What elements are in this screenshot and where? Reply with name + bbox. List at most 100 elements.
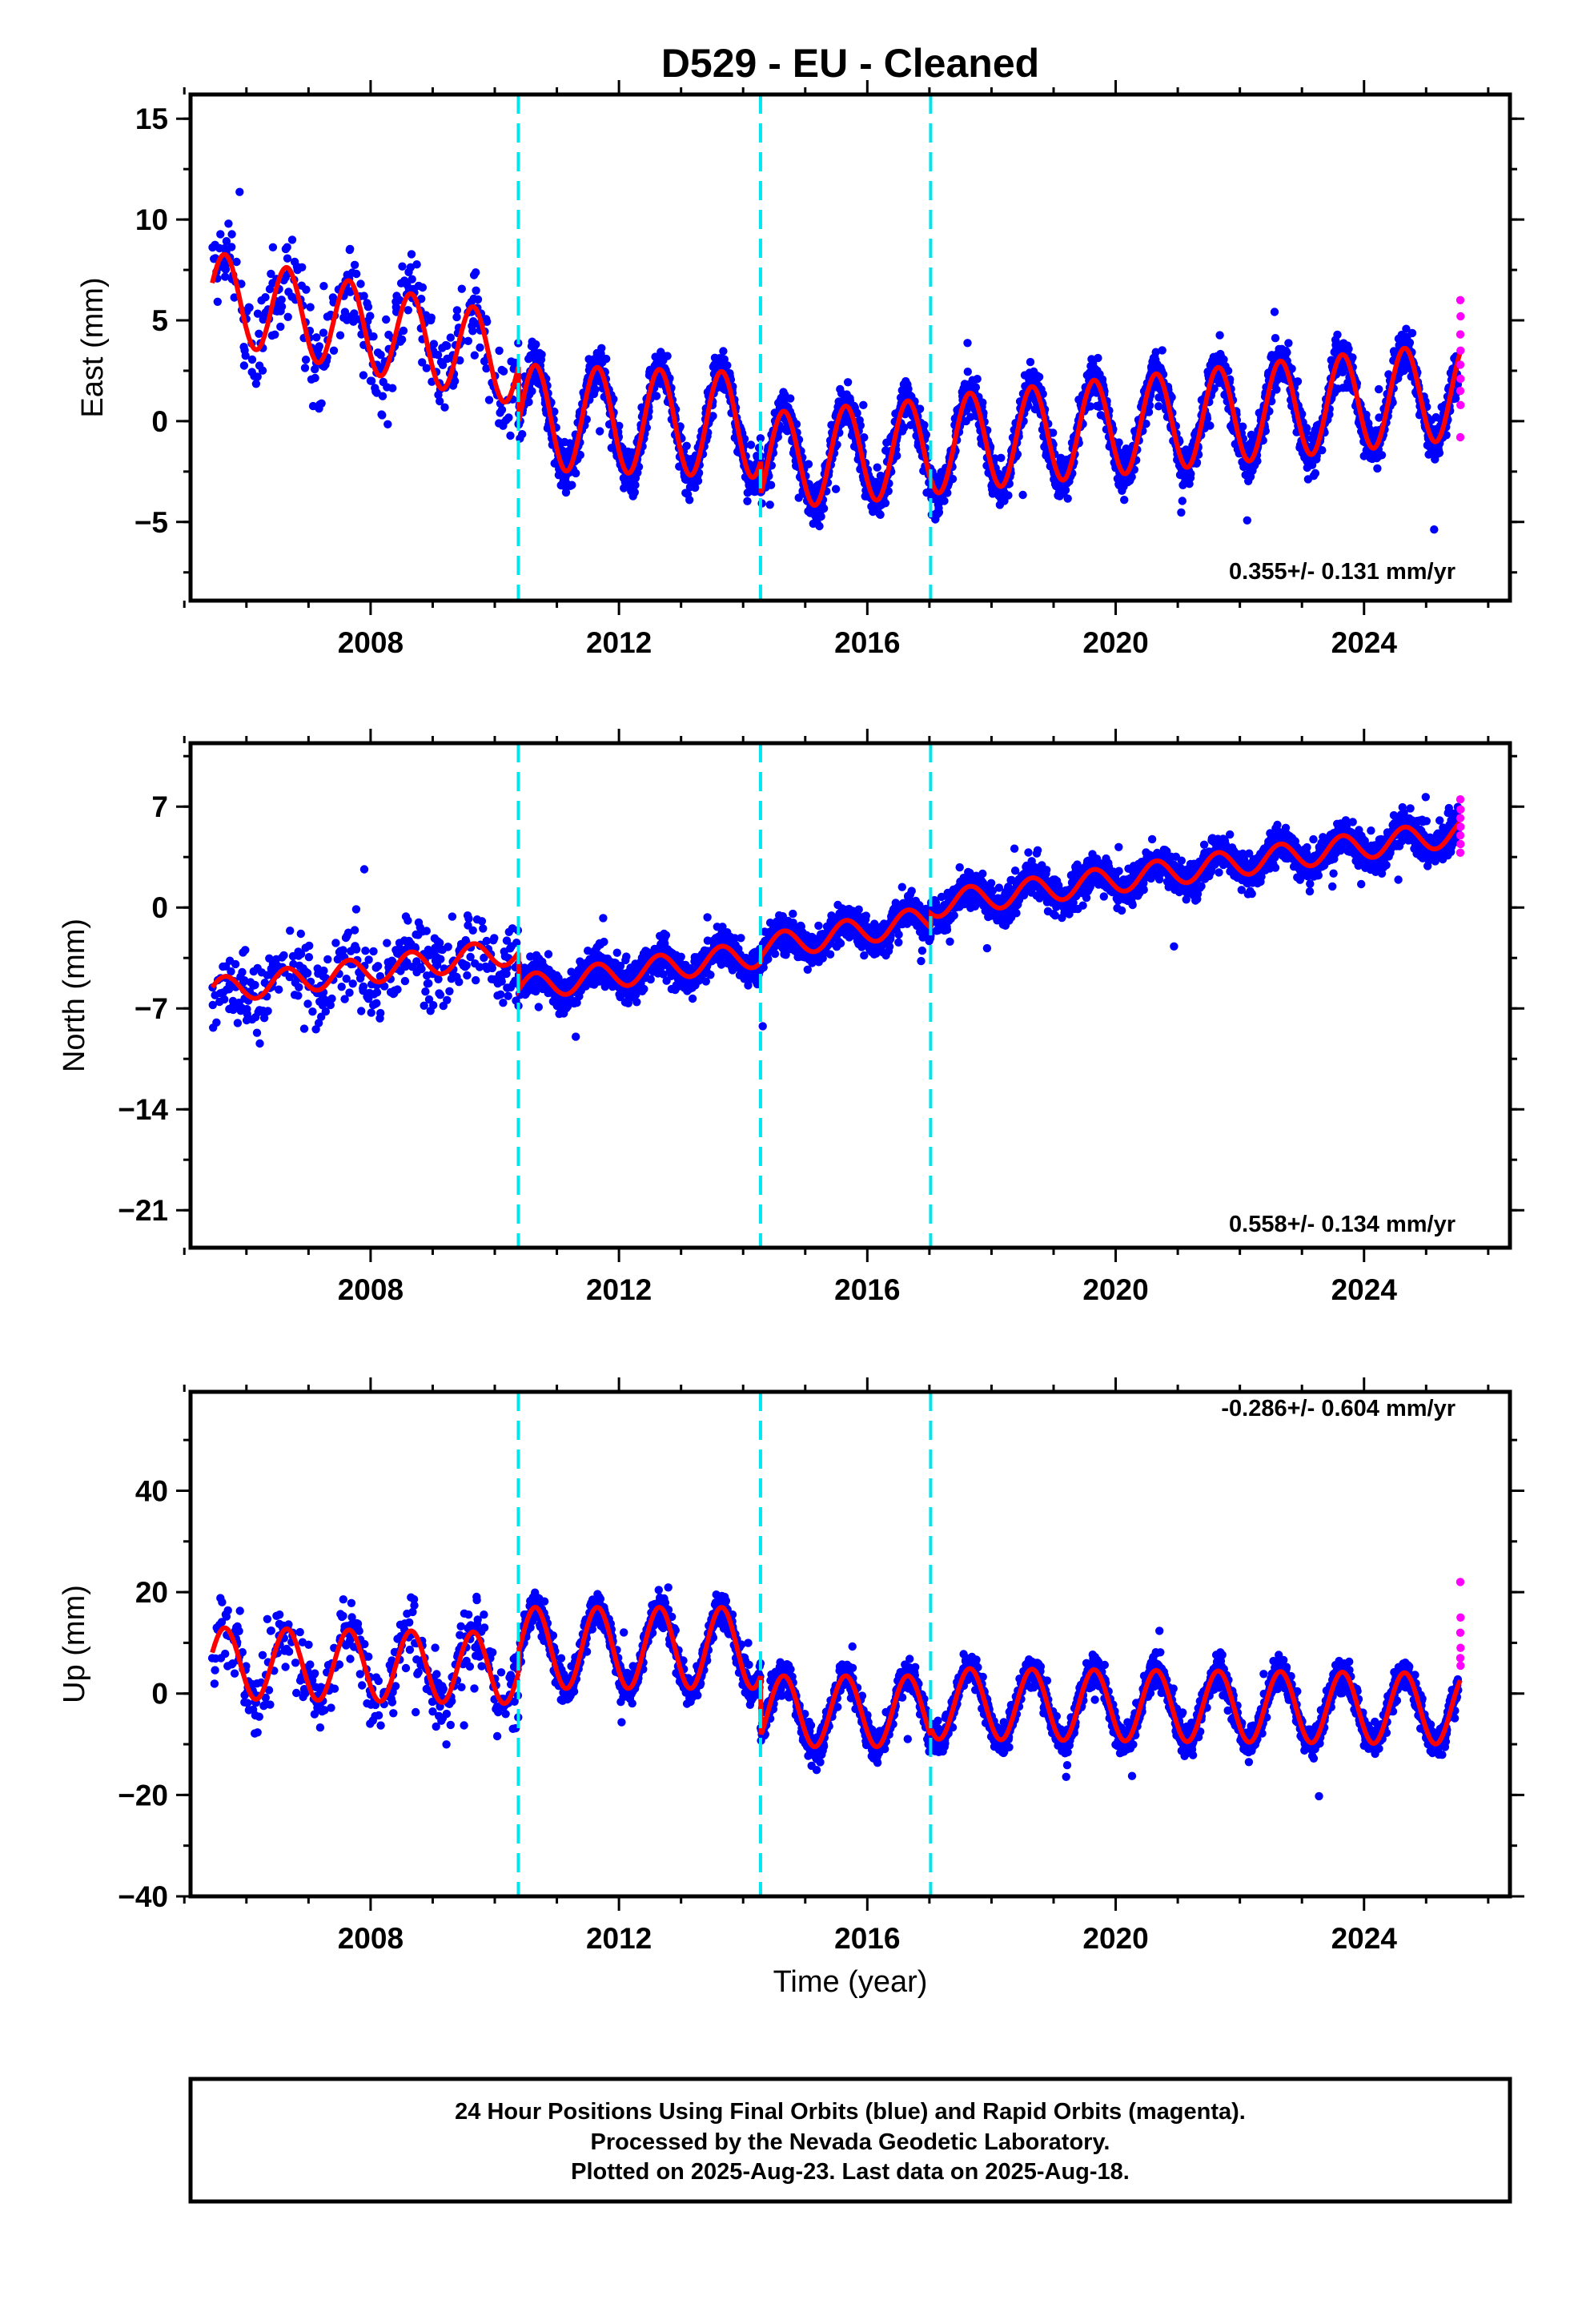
data-point (1034, 372, 1044, 381)
east-rate-label: 0.355+/- 0.131 mm/yr (1229, 559, 1456, 585)
data-point (372, 999, 381, 1007)
data-point (490, 934, 499, 943)
east-rapid-point (1456, 346, 1465, 355)
data-point (831, 485, 841, 493)
data-point (393, 985, 402, 994)
data-point (544, 950, 553, 959)
data-point (1061, 485, 1070, 495)
data-point (222, 237, 231, 246)
data-point (372, 988, 382, 997)
x-tick-label: 2024 (1331, 626, 1398, 659)
data-point (319, 966, 328, 975)
data-point (231, 959, 240, 969)
data-point (277, 296, 286, 304)
data-point (233, 1019, 243, 1027)
data-point (255, 1039, 264, 1048)
data-point (376, 1008, 385, 1018)
data-point (572, 468, 580, 478)
data-point (286, 927, 295, 935)
data-point (1270, 308, 1279, 316)
data-point (331, 939, 340, 947)
data-point (429, 1001, 438, 1010)
data-point (756, 434, 765, 443)
data-point (462, 961, 471, 970)
data-point (455, 978, 464, 987)
data-point (359, 371, 368, 380)
data-point (1253, 456, 1262, 465)
data-point (317, 399, 326, 408)
data-point (311, 364, 319, 374)
data-point (440, 403, 449, 412)
data-point (283, 254, 292, 263)
data-point (450, 376, 460, 386)
data-point (255, 329, 263, 338)
data-point (356, 279, 365, 288)
data-point (213, 297, 222, 306)
data-point (366, 312, 375, 320)
data-point (524, 397, 533, 407)
data-point (1086, 402, 1095, 411)
data-point (1094, 353, 1102, 363)
data-point (448, 912, 457, 921)
data-point (241, 352, 250, 360)
data-point (496, 990, 505, 999)
chart-title: D529 - EU - Cleaned (661, 41, 1039, 86)
east-rapid-point (1456, 400, 1465, 409)
data-point (359, 982, 368, 991)
data-point (404, 916, 412, 925)
data-point (499, 999, 508, 1007)
data-point (312, 333, 321, 342)
data-point (1293, 377, 1303, 386)
east-rapid-point (1456, 312, 1465, 321)
east-rapid-point (1456, 360, 1465, 369)
data-point (576, 450, 584, 460)
data-point (815, 521, 824, 531)
data-point (572, 1032, 580, 1041)
data-point (407, 250, 416, 259)
data-point (476, 343, 484, 352)
data-point (339, 946, 347, 955)
data-point (294, 991, 303, 1000)
data-point (352, 945, 361, 954)
data-point (287, 235, 297, 244)
data-point (267, 269, 275, 279)
data-point (363, 303, 373, 312)
data-point (364, 955, 373, 964)
data-point (940, 497, 949, 505)
data-point (216, 230, 225, 239)
data-point (417, 295, 426, 304)
data-point (1405, 338, 1415, 348)
data-point (261, 293, 270, 302)
data-point (383, 420, 392, 428)
data-point (252, 1028, 262, 1037)
data-point (1344, 344, 1353, 353)
data-point (433, 351, 443, 360)
data-point (477, 917, 487, 926)
data-point (306, 303, 315, 312)
data-point (1375, 384, 1383, 394)
data-point (646, 975, 655, 984)
data-point (327, 994, 336, 1003)
data-point (934, 508, 944, 517)
data-point (537, 350, 546, 359)
y-tick-label: 15 (135, 103, 168, 135)
data-point (473, 295, 483, 304)
data-point (1210, 384, 1219, 393)
data-point (452, 312, 461, 322)
data-point (472, 975, 480, 985)
data-point (304, 953, 314, 962)
data-point (456, 356, 464, 365)
data-point (398, 262, 407, 271)
data-point (350, 309, 359, 318)
data-point (630, 488, 639, 497)
data-point (677, 952, 685, 962)
data-point (429, 340, 439, 348)
east-final-orbit-points (208, 187, 1463, 534)
data-point (1098, 375, 1107, 384)
data-point (1206, 421, 1215, 430)
data-point (706, 971, 715, 979)
data-point (436, 955, 445, 963)
